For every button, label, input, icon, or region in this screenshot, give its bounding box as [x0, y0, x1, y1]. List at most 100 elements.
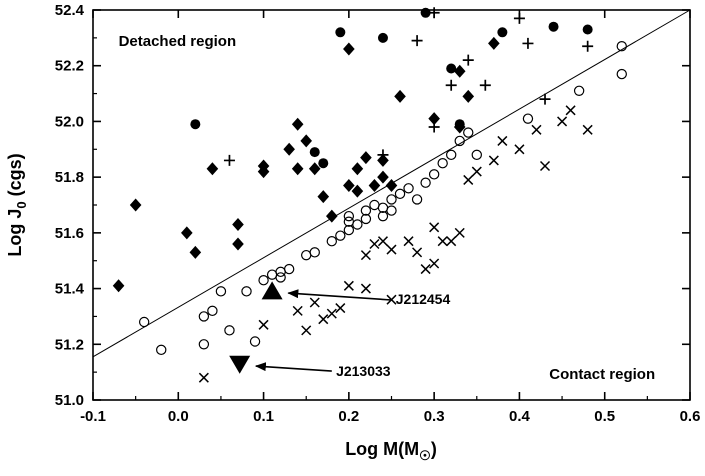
- open-circle-marker: [386, 205, 397, 216]
- cross-marker: [318, 314, 329, 325]
- cross-marker: [420, 264, 431, 275]
- cross-marker: [539, 160, 551, 172]
- plus-marker: [462, 54, 474, 66]
- chart-content: Detached region Contact region J212454 J213…: [55, 2, 701, 425]
- filled-circle-marker: [318, 158, 329, 169]
- x-tick-label: -0.1: [80, 408, 106, 425]
- plus-marker: [479, 79, 491, 91]
- open-circle-marker: [420, 177, 431, 188]
- filled-diamond-marker: [112, 279, 125, 293]
- cross-marker: [429, 222, 440, 233]
- series-detached-filled-circles: [190, 7, 593, 169]
- open-circle-marker: [266, 269, 278, 280]
- filled-circle-marker: [377, 32, 388, 43]
- x-tick-label: 0.1: [253, 408, 274, 425]
- y-axis-ticks: 51.0 51.2 51.4 51.6 51.8 52.0 52.2 52.4: [55, 2, 690, 409]
- annotation-contact-region: Contact region: [549, 366, 655, 383]
- annotation-j213033: J213033: [254, 362, 391, 379]
- filled-diamond-marker: [291, 162, 304, 176]
- y-axis-label: Log J0 (cgs): [5, 153, 29, 256]
- open-circle-marker: [241, 286, 252, 297]
- filled-diamond-marker: [206, 162, 219, 176]
- open-circle-marker: [377, 210, 389, 222]
- cross-marker: [198, 372, 209, 383]
- cross-marker: [309, 297, 320, 308]
- y-tick-label: 51.2: [55, 336, 84, 353]
- annotation-arrow: [254, 362, 332, 372]
- plus-marker: [445, 79, 457, 91]
- cross-marker: [463, 174, 474, 185]
- filled-triangle-down-marker: [229, 355, 251, 374]
- filled-diamond-marker: [368, 179, 381, 192]
- open-circle-marker: [156, 344, 167, 356]
- cross-marker: [454, 227, 465, 238]
- open-circle-marker: [454, 135, 465, 147]
- filled-diamond-marker: [394, 89, 406, 103]
- x-tick-label: 0.5: [594, 408, 615, 425]
- cross-marker: [557, 116, 568, 127]
- filled-diamond-marker: [291, 117, 304, 131]
- cross-marker: [531, 124, 542, 135]
- cross-marker: [429, 258, 440, 269]
- annotation-label: Detached region: [119, 33, 237, 50]
- x-tick-label: 0.4: [509, 408, 531, 425]
- plus-marker: [522, 37, 534, 49]
- filled-diamond-marker: [351, 162, 364, 176]
- y-tick-label: 51.4: [55, 281, 85, 298]
- filled-diamond-marker: [360, 151, 372, 165]
- filled-diamond-marker: [232, 218, 244, 231]
- cross-marker: [360, 283, 371, 294]
- cross-marker: [403, 236, 414, 247]
- y-tick-label: 51.6: [55, 225, 84, 242]
- series-J212454: [261, 281, 283, 300]
- cross-marker: [258, 319, 269, 330]
- open-circle-marker: [309, 247, 320, 258]
- open-circle-marker: [437, 158, 448, 169]
- cross-marker: [437, 236, 448, 247]
- series-detached-plus-signs: [223, 7, 594, 166]
- plot-frame: [92, 9, 691, 401]
- filled-diamond-marker: [308, 162, 321, 176]
- plus-marker: [539, 93, 551, 105]
- filled-circle-marker: [309, 147, 320, 158]
- y-tick-label: 51.0: [55, 392, 84, 409]
- cross-marker: [471, 166, 482, 177]
- open-circle-marker: [573, 85, 585, 96]
- cross-marker: [369, 238, 380, 250]
- cross-marker: [335, 303, 346, 314]
- cross-marker: [360, 250, 371, 261]
- x-axis-ticks: -0.1 0.0 0.1 0.2 0.3 0.4 0.5 0.6: [80, 10, 700, 425]
- open-circle-marker: [326, 236, 337, 247]
- cross-marker: [582, 124, 593, 135]
- open-circle-marker: [386, 194, 397, 205]
- open-circle-marker: [138, 316, 150, 328]
- open-circle-marker: [352, 219, 363, 230]
- filled-diamond-marker: [129, 198, 142, 212]
- series-contact-open-circles: [138, 41, 627, 356]
- filled-diamond-marker: [377, 170, 389, 184]
- annotation-label: J213033: [336, 363, 391, 379]
- cross-marker: [326, 308, 337, 319]
- x-axis-label: Log M(M☉): [345, 439, 437, 463]
- open-circle-marker: [198, 311, 210, 322]
- open-circle-marker: [283, 263, 295, 275]
- cross-marker: [565, 105, 576, 116]
- filled-circle-marker: [190, 119, 201, 130]
- filled-diamond-marker: [257, 159, 270, 173]
- plus-marker: [428, 121, 440, 133]
- annotation-arrow: [287, 289, 392, 301]
- cross-marker: [377, 236, 389, 247]
- open-circle-marker: [411, 194, 423, 205]
- plus-marker: [223, 154, 235, 166]
- open-circle-marker: [403, 183, 414, 194]
- annotation-j212454: J212454: [287, 289, 450, 307]
- open-circle-marker: [394, 188, 406, 200]
- filled-diamond-marker: [181, 226, 193, 240]
- filled-circle-marker: [582, 24, 593, 35]
- cross-marker: [446, 236, 457, 247]
- filled-diamond-marker: [317, 190, 330, 204]
- filled-triangle-up-marker: [261, 281, 283, 300]
- open-circle-marker: [463, 127, 474, 138]
- filled-diamond-marker: [351, 184, 364, 198]
